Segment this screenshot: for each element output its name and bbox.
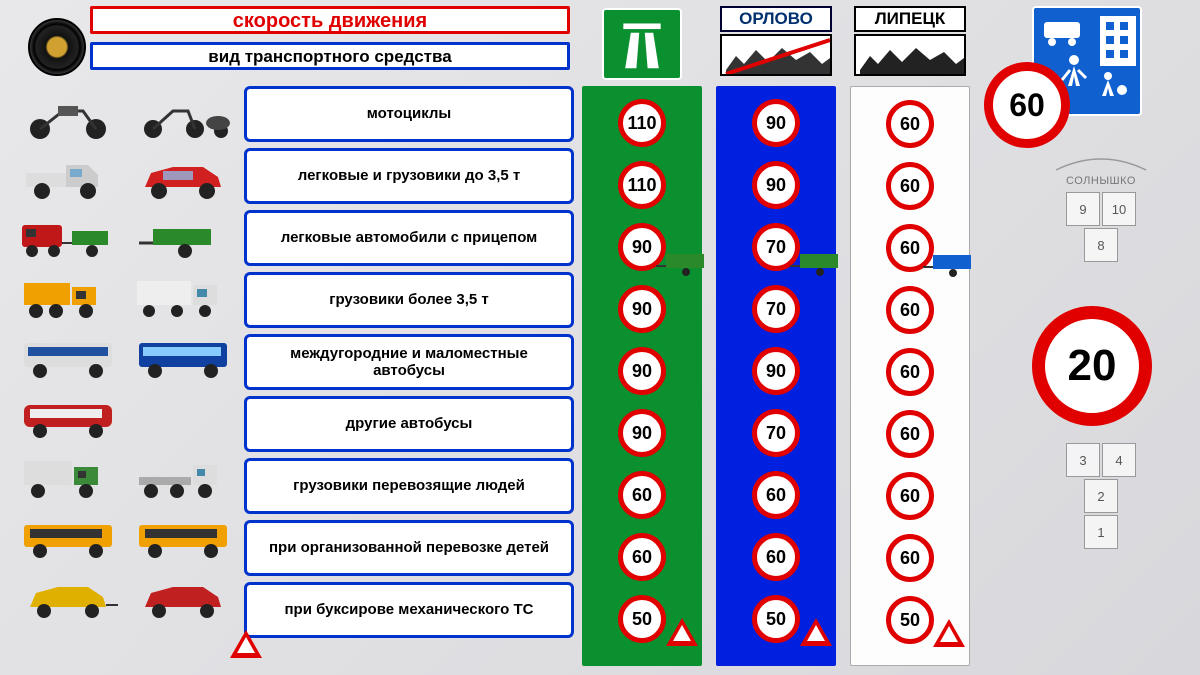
speed-sign: 60 bbox=[886, 410, 934, 458]
speed-sign: 60 bbox=[886, 100, 934, 148]
hopscotch-cell: 8 bbox=[1084, 228, 1118, 262]
speed-sign: 110 bbox=[618, 99, 666, 147]
residential-speed-60: 60 bbox=[984, 62, 1070, 148]
trailer-overlay-icon bbox=[921, 251, 975, 277]
hopscotch-cell: 10 bbox=[1102, 192, 1136, 226]
tow-car-2-icon bbox=[133, 571, 233, 621]
motorcycle-icon bbox=[18, 91, 118, 141]
category-row: грузовики перевозящие людей bbox=[244, 458, 574, 514]
pickup-icon bbox=[18, 151, 118, 201]
hopscotch-cell: 2 bbox=[1084, 479, 1118, 513]
out-of-town-speeds: 909070709070606050 bbox=[716, 86, 836, 666]
trailer-icon bbox=[133, 211, 233, 261]
category-row: легковые и грузовики до 3,5 т bbox=[244, 148, 574, 204]
speed-sign: 90 bbox=[618, 409, 666, 457]
speed-sign: 50 bbox=[618, 595, 666, 643]
speed-sign: 60 bbox=[886, 534, 934, 582]
dump-truck-icon bbox=[18, 271, 118, 321]
box-truck-icon bbox=[18, 451, 118, 501]
motorcycle-sidecar-icon bbox=[133, 91, 233, 141]
category-row: другие автобусы bbox=[244, 396, 574, 452]
vehicle-thumbnails bbox=[10, 86, 240, 671]
speed-sign: 60 bbox=[886, 348, 934, 396]
hopscotch-cell: 3 bbox=[1066, 443, 1100, 477]
speed-sign: 60 bbox=[886, 162, 934, 210]
speed-sign: 60 bbox=[886, 286, 934, 334]
speed-sign: 60 bbox=[618, 471, 666, 519]
speed-sign: 70 bbox=[752, 285, 800, 333]
category-row: при организованной перевозке детей bbox=[244, 520, 574, 576]
warning-triangle-icon bbox=[800, 618, 832, 646]
school-bus-icon bbox=[18, 511, 118, 561]
city-bus-icon bbox=[133, 331, 233, 381]
coach-bus-icon bbox=[18, 331, 118, 381]
trailer-overlay-icon bbox=[788, 250, 842, 276]
tow-car-1-icon bbox=[18, 571, 118, 621]
residential-zone: 60 СОЛНЫШКО 9108 20 3421 bbox=[984, 6, 1190, 666]
speed-sign: 70 bbox=[752, 409, 800, 457]
flatbed-truck-icon bbox=[133, 451, 233, 501]
warning-triangle-icon bbox=[230, 630, 262, 658]
speed-sign: 90 bbox=[618, 285, 666, 333]
motorway-header bbox=[582, 6, 702, 80]
van-trailer-icon bbox=[18, 211, 118, 261]
trailer-overlay-icon bbox=[654, 250, 708, 276]
town-sign-icon bbox=[854, 34, 966, 76]
hopscotch-cell: 4 bbox=[1102, 443, 1136, 477]
school-bus-2-icon bbox=[133, 511, 233, 561]
motorway-sign-icon bbox=[602, 8, 682, 80]
speed-sign: 60 bbox=[886, 472, 934, 520]
category-column: мотоциклы легковые и грузовики до 3,5 т ле… bbox=[244, 86, 574, 644]
town-end-sign-icon bbox=[720, 34, 832, 76]
speed-sign: 50 bbox=[886, 596, 934, 644]
warning-triangle-icon bbox=[666, 618, 698, 646]
category-row: при буксирове механического ТС bbox=[244, 582, 574, 638]
speed-sign: 90 bbox=[752, 347, 800, 395]
speed-sign: 60 bbox=[752, 533, 800, 581]
speed-sign: 50 bbox=[752, 595, 800, 643]
in-town-header: ЛИПЕЦК bbox=[850, 6, 970, 80]
hopscotch-label: СОЛНЫШКО bbox=[1046, 175, 1156, 187]
main-title: скорость движения bbox=[90, 6, 570, 34]
hopscotch-cell: 1 bbox=[1084, 515, 1118, 549]
in-town-speeds: 606060606060606050 bbox=[850, 86, 970, 666]
hopscotch-cell: 9 bbox=[1066, 192, 1100, 226]
speed-sign: 60 bbox=[618, 533, 666, 581]
category-row: легковые автомобили с прицепом bbox=[244, 210, 574, 266]
speed-sign: 90 bbox=[752, 99, 800, 147]
subtitle: вид транспортного средства bbox=[90, 42, 570, 70]
category-row: мотоциклы bbox=[244, 86, 574, 142]
hopscotch-diagram: СОЛНЫШКО 9108 bbox=[1046, 156, 1156, 263]
car-icon bbox=[133, 151, 233, 201]
out-of-town-header: ОРЛОВО bbox=[716, 6, 836, 80]
residential-speed-20: 20 bbox=[1032, 306, 1152, 426]
town-name-orlovo: ОРЛОВО bbox=[720, 6, 832, 32]
warning-triangle-icon bbox=[933, 619, 965, 647]
hopscotch-diagram-2: 3421 bbox=[1046, 438, 1156, 550]
speed-sign: 90 bbox=[618, 347, 666, 395]
town-name-lipetsk: ЛИПЕЦК bbox=[854, 6, 966, 32]
speed-sign: 60 bbox=[752, 471, 800, 519]
speed-sign: 90 bbox=[752, 161, 800, 209]
speed-sign: 110 bbox=[618, 161, 666, 209]
category-row: грузовики более 3,5 т bbox=[244, 272, 574, 328]
semi-truck-icon bbox=[133, 271, 233, 321]
category-row: междугородние и маломестные автобусы bbox=[244, 334, 574, 390]
old-bus-icon bbox=[18, 391, 118, 441]
tire-icon bbox=[28, 18, 86, 76]
motorway-speeds: 11011090909090606050 bbox=[582, 86, 702, 666]
empty-slot bbox=[133, 391, 233, 441]
